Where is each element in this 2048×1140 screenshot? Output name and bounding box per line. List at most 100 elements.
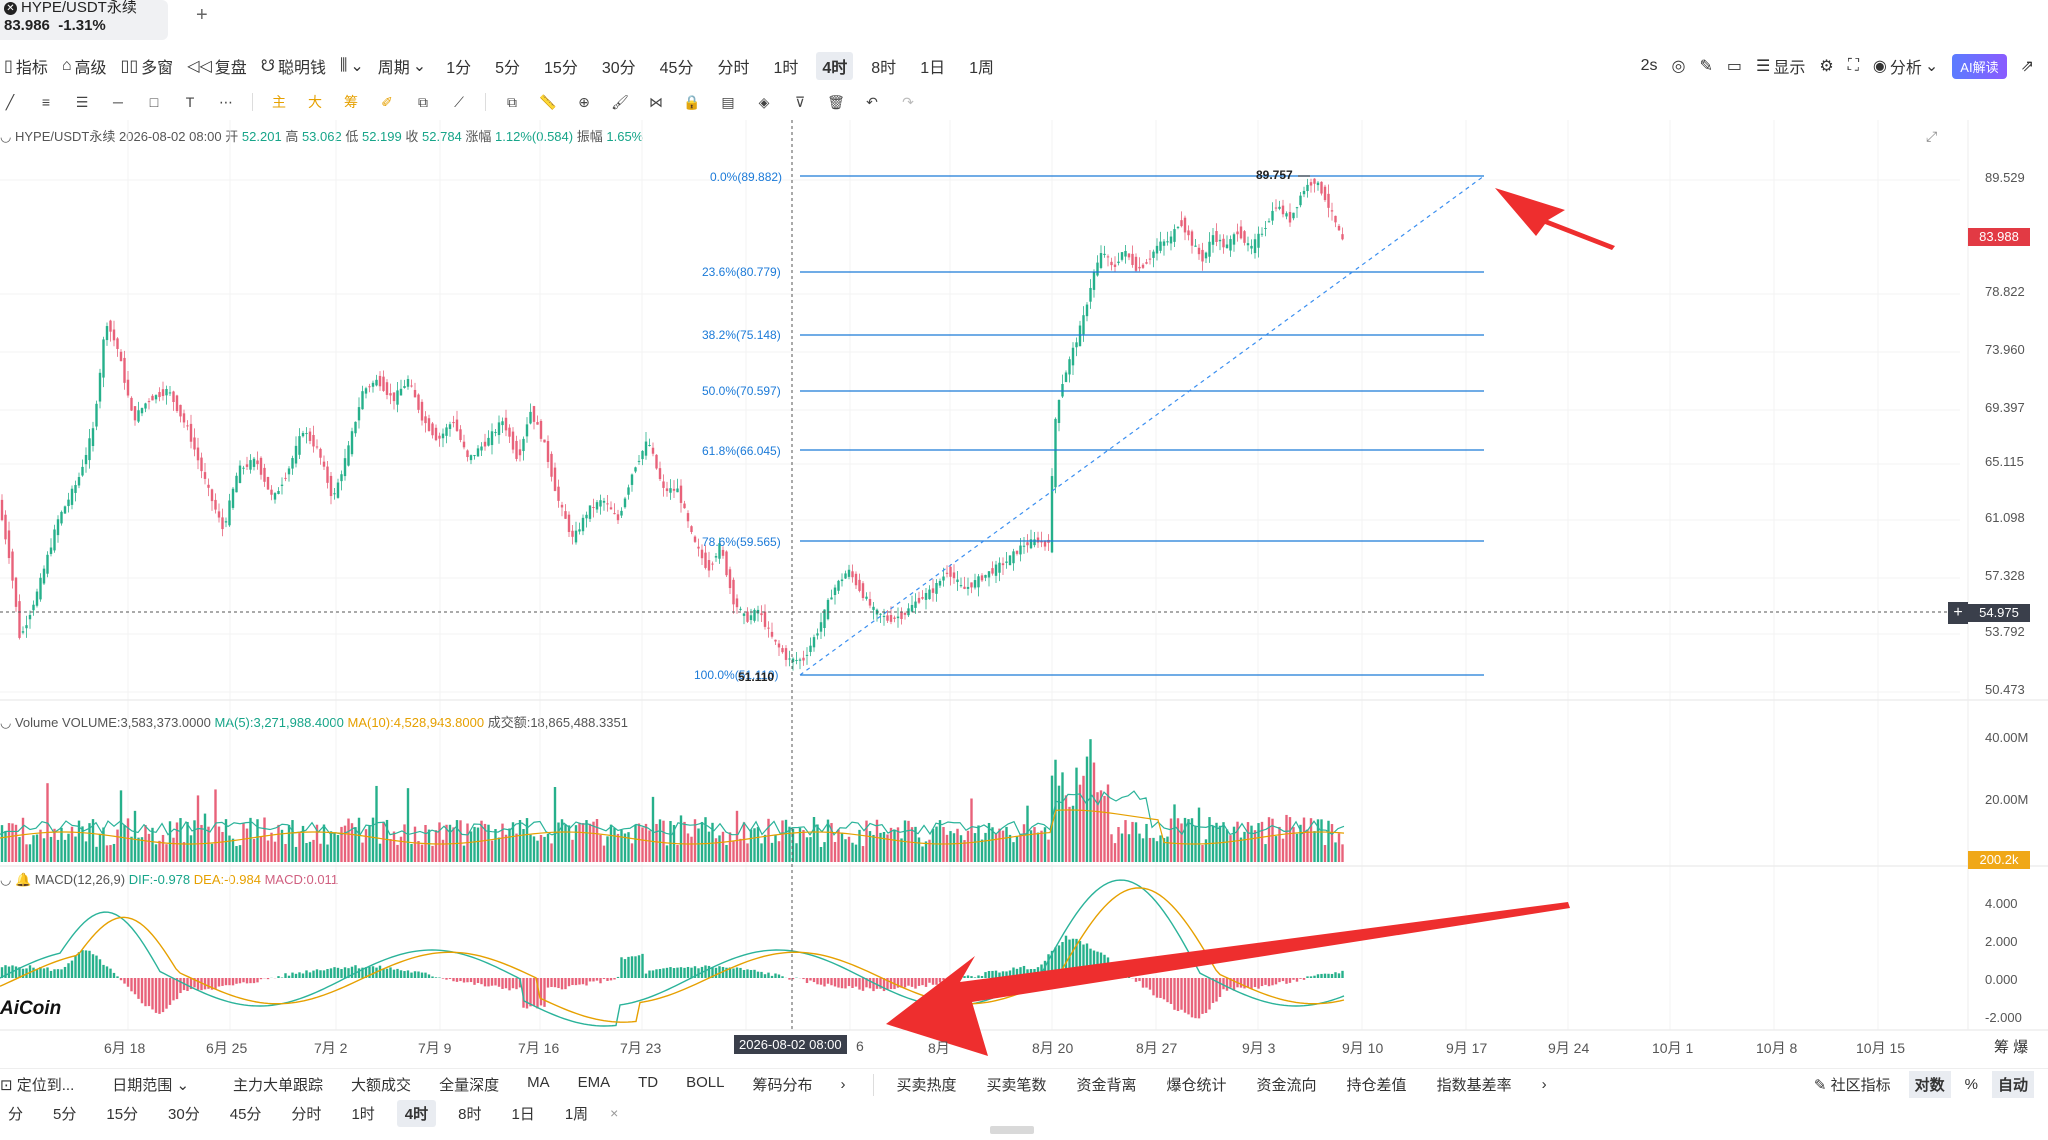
- indicator-tab-7[interactable]: 筹码分布: [752, 1077, 813, 1094]
- bottom-period-7[interactable]: 4时: [396, 1099, 437, 1127]
- display-button[interactable]: ☰ 显示: [1756, 58, 1806, 77]
- bottom-period-10[interactable]: 1周: [564, 1105, 589, 1123]
- indicator-tab-1[interactable]: 大额成交: [351, 1077, 412, 1094]
- date-range-dropdown[interactable]: 日期范围 ⌄: [112, 1077, 190, 1094]
- bottom-period-4[interactable]: 45分: [229, 1105, 262, 1123]
- bottom-period-3[interactable]: 30分: [168, 1105, 200, 1123]
- filter-icon[interactable]: ⊽: [794, 93, 806, 110]
- ai-explain-button[interactable]: AI解读: [1952, 53, 2007, 79]
- period-6[interactable]: 1时: [773, 60, 799, 77]
- settings-icon[interactable]: ⚙: [1819, 58, 1834, 75]
- locate-button[interactable]: ⊡ 定位到...: [0, 1077, 75, 1094]
- data-tab-3[interactable]: 爆仓统计: [1166, 1077, 1227, 1094]
- main-force-icon[interactable]: 主: [272, 94, 286, 110]
- close-tab-icon[interactable]: ✕: [4, 1, 17, 15]
- add-order-icon[interactable]: +: [1948, 602, 1968, 624]
- bell-icon[interactable]: 🔔: [14, 872, 32, 887]
- period-4[interactable]: 45分: [659, 60, 694, 77]
- period-3[interactable]: 30分: [601, 60, 636, 77]
- add-tab-icon[interactable]: +: [196, 4, 208, 26]
- bottom-period-1[interactable]: 5分: [53, 1105, 77, 1123]
- trend-line-icon[interactable]: ╱: [5, 93, 15, 110]
- data-tab-2[interactable]: 资金背离: [1076, 1077, 1137, 1094]
- undo-icon[interactable]: ↶: [866, 93, 878, 110]
- collapse-handle[interactable]: [990, 1126, 1034, 1134]
- toggle-icon[interactable]: ⧉: [418, 93, 428, 110]
- rectangle-icon[interactable]: □: [149, 94, 159, 110]
- pencil-icon[interactable]: ✎: [1699, 58, 1713, 75]
- refresh-interval[interactable]: 2s: [1640, 57, 1658, 74]
- community-indicator-button[interactable]: ✎ 社区指标: [1813, 1077, 1891, 1094]
- period-2[interactable]: 15分: [544, 60, 578, 77]
- bottom-period-2[interactable]: 15分: [106, 1105, 139, 1123]
- period-dropdown[interactable]: 周期 ⌄: [377, 58, 427, 77]
- expand-icon[interactable]: ⤢: [1926, 128, 1938, 144]
- indicator-button[interactable]: ▯ 指标: [4, 58, 48, 77]
- fullscreen-icon[interactable]: ⛶: [1847, 57, 1859, 74]
- percent-toggle[interactable]: %: [1964, 1076, 1978, 1093]
- more-arrow-icon[interactable]: ›: [1541, 1076, 1547, 1093]
- parallel-lines-icon[interactable]: ≡: [41, 94, 51, 110]
- horizontal-ray-icon[interactable]: ─: [113, 94, 123, 110]
- chips-icon[interactable]: 筹: [344, 94, 358, 110]
- period-5[interactable]: 分时: [717, 60, 750, 77]
- indicator-tab-4[interactable]: EMA: [577, 1074, 611, 1091]
- indicator-tab-6[interactable]: BOLL: [686, 1074, 725, 1091]
- auto-scale-toggle[interactable]: 自动: [1991, 1071, 2034, 1098]
- magnet-icon[interactable]: ⋈: [649, 93, 663, 110]
- more-icon[interactable]: ⋯: [219, 93, 233, 110]
- ruler-icon[interactable]: 📏: [539, 93, 557, 110]
- layout-icon[interactable]: ▭: [1726, 58, 1742, 75]
- collapse-icon[interactable]: ◡: [0, 129, 12, 144]
- chart-type-dropdown[interactable]: ⫼ ⌄: [340, 56, 364, 76]
- smart-money-button[interactable]: ☋ 聪明钱: [260, 58, 326, 77]
- marker-icon[interactable]: ✐: [381, 93, 393, 110]
- symbol-tab[interactable]: ✕ HYPE/USDT永续 83.986 -1.31%: [0, 0, 168, 40]
- log-scale-toggle[interactable]: 对数: [1908, 1071, 1951, 1098]
- period-8[interactable]: 8时: [871, 60, 897, 77]
- bottom-period-5[interactable]: 分时: [291, 1105, 322, 1123]
- period-0[interactable]: 1分: [446, 60, 472, 77]
- bottom-period-0[interactable]: 分: [8, 1105, 24, 1123]
- bottom-period-6[interactable]: 1时: [351, 1105, 375, 1123]
- copy-icon[interactable]: ⧉: [507, 93, 517, 110]
- collapse-icon[interactable]: ◡: [0, 872, 12, 887]
- replay-button[interactable]: ◁◁ 复盘: [187, 58, 247, 77]
- data-tab-4[interactable]: 资金流向: [1256, 1077, 1317, 1094]
- data-tab-6[interactable]: 指数基差率: [1436, 1077, 1512, 1094]
- analysis-button[interactable]: ◉ 分析 ⌄: [1872, 58, 1939, 77]
- collapse-icon[interactable]: ◡: [0, 715, 12, 730]
- period-9[interactable]: 1日: [920, 60, 946, 77]
- bottom-period-9[interactable]: 1日: [511, 1105, 535, 1123]
- period-7[interactable]: 4时: [816, 52, 854, 80]
- advanced-button[interactable]: ⌂ 高级: [61, 57, 107, 77]
- period-1[interactable]: 5分: [495, 60, 521, 77]
- period-10[interactable]: 1周: [969, 60, 994, 77]
- indicator-tab-5[interactable]: TD: [638, 1074, 659, 1091]
- camera-icon[interactable]: ◎: [1671, 58, 1686, 75]
- close-icon[interactable]: ×: [610, 1105, 619, 1121]
- volume-bar: [501, 823, 504, 862]
- large-order-icon[interactable]: 大: [308, 94, 322, 110]
- trash-icon[interactable]: 🗑: [827, 93, 845, 110]
- indicator-tab-0[interactable]: 主力大单跟踪: [233, 1077, 324, 1094]
- redo-icon[interactable]: ↷: [902, 93, 914, 110]
- indicator-tab-3[interactable]: MA: [527, 1074, 550, 1091]
- bottom-period-8[interactable]: 8时: [458, 1105, 482, 1123]
- measure-icon[interactable]: ⟋: [454, 93, 464, 110]
- data-tab-1[interactable]: 买卖笔数: [986, 1077, 1047, 1094]
- zoom-icon[interactable]: ⊕: [578, 93, 590, 110]
- eye-icon[interactable]: ◈: [758, 93, 770, 110]
- share-icon[interactable]: ⇗: [2020, 58, 2034, 75]
- more-arrow-icon[interactable]: ›: [840, 1076, 846, 1093]
- brush-icon[interactable]: 🖌: [611, 93, 629, 110]
- multi-window-button[interactable]: ▯▯ 多窗: [120, 58, 174, 77]
- data-tab-0[interactable]: 买卖热度: [896, 1077, 957, 1094]
- data-tab-5[interactable]: 持仓差值: [1346, 1077, 1407, 1094]
- horizontal-lines-icon[interactable]: ☰: [75, 93, 89, 110]
- lock-icon[interactable]: 🔒: [683, 93, 701, 110]
- template-icon[interactable]: ▤: [721, 93, 735, 110]
- indicator-tab-2[interactable]: 全量深度: [439, 1077, 500, 1094]
- text-icon[interactable]: T: [185, 94, 195, 110]
